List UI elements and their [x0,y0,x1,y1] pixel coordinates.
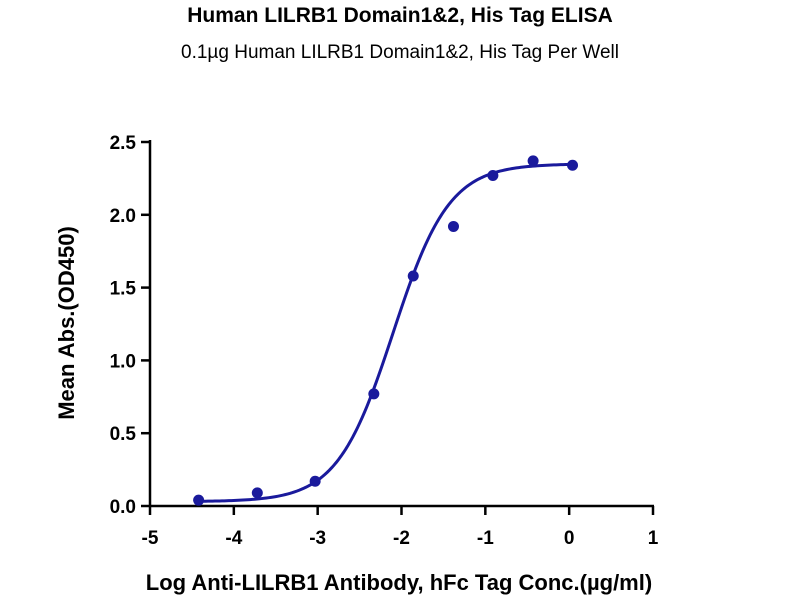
y-tick-label: 2.0 [110,206,136,227]
y-ticks: 0.0 0.5 1.0 1.5 2.0 2.5 [110,133,150,518]
x-ticks: -5 -4 -3 -2 -1 0 1 [142,506,659,549]
y-tick-label: 2.5 [110,133,137,154]
fit-curve [198,162,573,503]
data-point [527,155,539,167]
data-points [193,155,579,506]
axes [148,140,654,508]
data-point [447,220,459,232]
data-point [251,487,263,499]
x-tick-label: 1 [648,528,659,549]
x-tick-label: -3 [309,528,326,549]
y-tick-label: 0.0 [110,497,136,518]
chart-subtitle: 0.1µg Human LILRB1 Domain1&2, His Tag Pe… [181,42,619,63]
data-point [193,494,205,506]
chart-title: Human LILRB1 Domain1&2, His Tag ELISA [187,4,613,27]
x-axis-label: Log Anti-LILRB1 Antibody, hFc Tag Conc.(… [146,570,652,595]
y-tick-label: 0.5 [110,424,137,445]
data-point [407,270,419,282]
data-point [368,388,380,400]
y-axis-label: Mean Abs.(OD450) [54,226,79,420]
data-point [567,159,579,171]
y-tick-label: 1.0 [110,351,136,372]
y-tick-label: 1.5 [110,279,137,300]
data-point [309,475,321,487]
x-tick-label: -1 [477,528,494,549]
data-point [487,169,499,181]
x-tick-label: -2 [393,528,410,549]
x-tick-label: 0 [564,528,575,549]
x-tick-label: -5 [142,528,159,549]
x-tick-label: -4 [225,528,242,549]
